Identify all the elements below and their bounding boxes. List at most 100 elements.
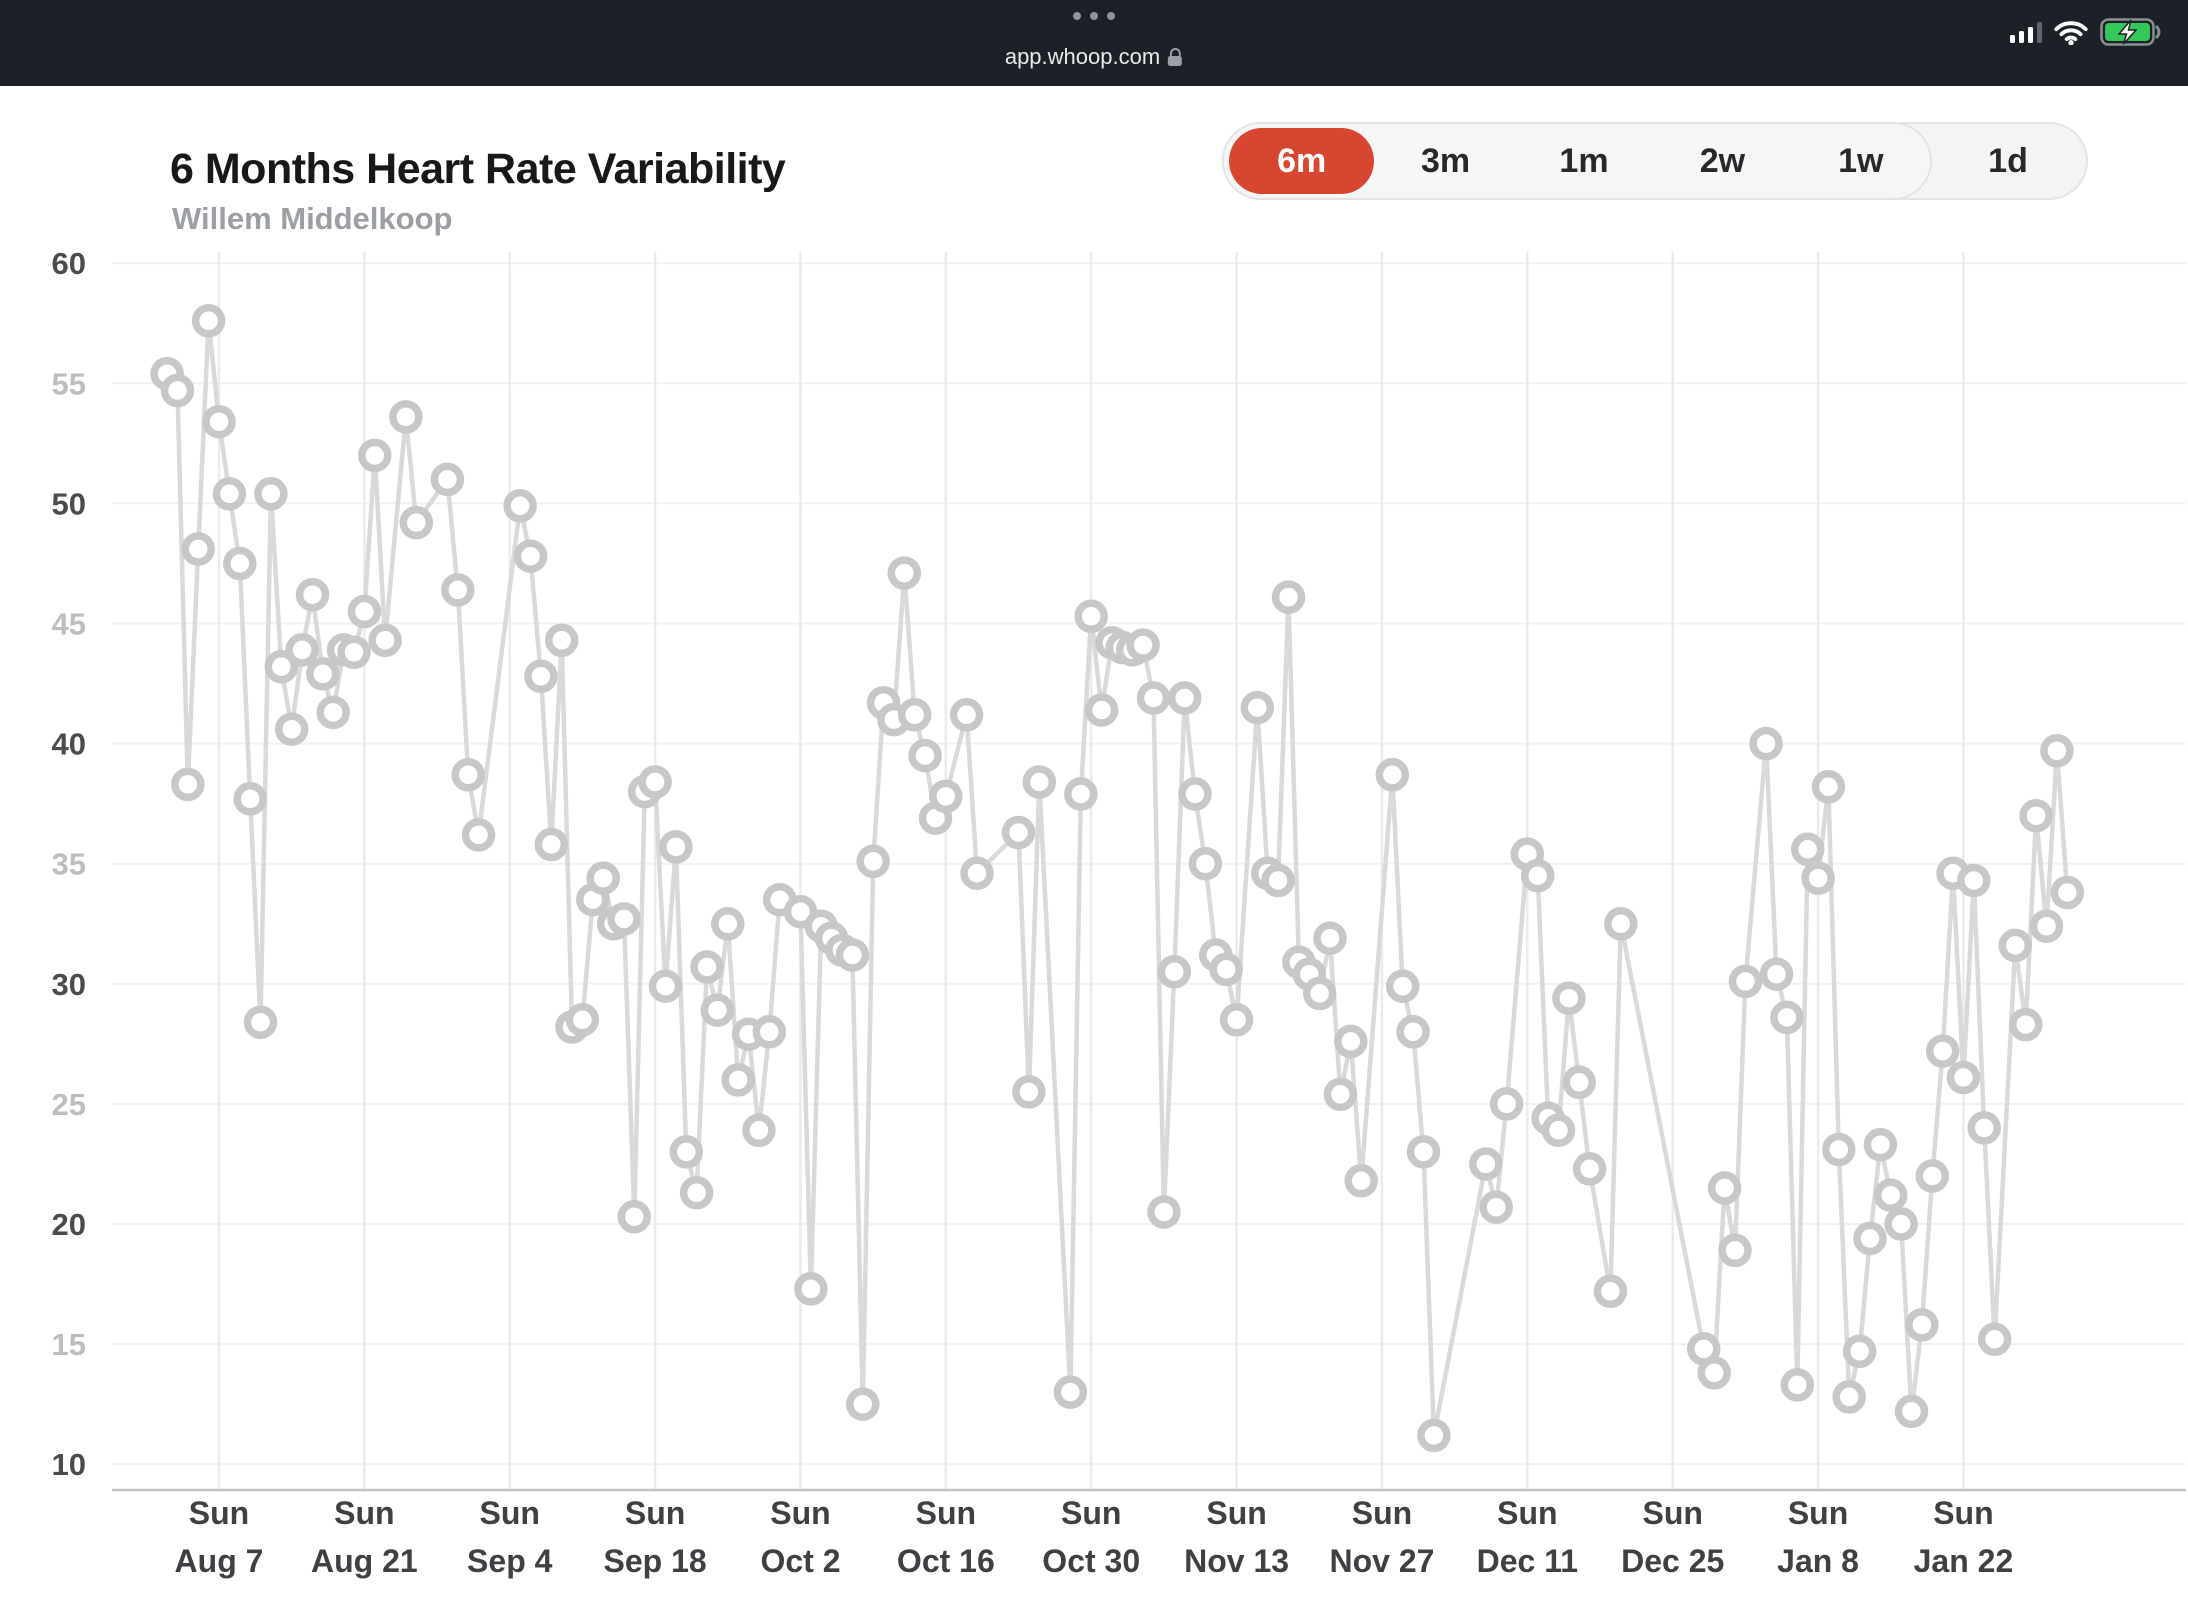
data-point[interactable]: [285, 633, 319, 667]
data-point[interactable]: [1334, 1024, 1368, 1059]
data-point[interactable]: [1489, 1087, 1524, 1121]
data-point[interactable]: [1323, 1077, 1358, 1112]
data-point[interactable]: [1728, 964, 1763, 999]
data-point[interactable]: [1188, 846, 1223, 881]
data-point[interactable]: [1811, 770, 1846, 804]
data-point[interactable]: [389, 400, 423, 434]
data-point[interactable]: [191, 304, 226, 338]
range-option-6m[interactable]: 6m: [1229, 128, 1375, 194]
data-point[interactable]: [1853, 1221, 1887, 1256]
range-option-3m[interactable]: 3m: [1420, 142, 1471, 180]
data-point[interactable]: [1977, 1322, 2012, 1357]
data-point[interactable]: [1905, 1308, 1939, 1342]
data-point[interactable]: [274, 712, 309, 746]
data-point[interactable]: [1064, 777, 1098, 811]
data-point[interactable]: [856, 844, 890, 879]
data-point[interactable]: [1084, 693, 1119, 727]
data-point[interactable]: [1396, 1015, 1430, 1049]
data-point[interactable]: [1136, 681, 1171, 715]
data-point[interactable]: [233, 782, 267, 816]
data-point[interactable]: [171, 767, 205, 802]
data-point[interactable]: [679, 1176, 714, 1210]
data-point[interactable]: [1884, 1207, 1918, 1241]
address-bar[interactable]: app.whoop.com: [1005, 44, 1183, 70]
data-point[interactable]: [1604, 907, 1638, 941]
data-point[interactable]: [254, 477, 288, 511]
data-point[interactable]: [897, 698, 932, 732]
data-point[interactable]: [1718, 1233, 1752, 1268]
data-point[interactable]: [617, 1200, 652, 1234]
data-point[interactable]: [1302, 976, 1337, 1011]
data-point[interactable]: [1313, 921, 1347, 955]
data-point[interactable]: [1925, 1034, 1960, 1068]
data-point[interactable]: [2019, 798, 2053, 833]
data-point[interactable]: [1406, 1135, 1441, 1169]
data-point[interactable]: [1957, 863, 1991, 898]
data-point[interactable]: [1417, 1418, 1451, 1453]
tab-overview-button[interactable]: [1073, 12, 1115, 20]
data-point[interactable]: [1863, 1127, 1898, 1162]
data-point[interactable]: [1790, 832, 1825, 867]
data-point[interactable]: [1593, 1274, 1628, 1309]
range-option-1m[interactable]: 1m: [1559, 142, 1609, 180]
data-point[interactable]: [1479, 1190, 1513, 1224]
data-point[interactable]: [700, 993, 735, 1027]
data-point[interactable]: [2050, 875, 2085, 910]
data-point[interactable]: [1001, 815, 1036, 850]
data-point[interactable]: [534, 827, 569, 862]
data-point[interactable]: [1375, 758, 1410, 792]
data-point[interactable]: [1271, 580, 1306, 614]
data-point[interactable]: [368, 623, 402, 658]
data-point[interactable]: [316, 695, 350, 730]
data-point[interactable]: [264, 649, 299, 684]
data-point[interactable]: [1552, 981, 1586, 1015]
data-point[interactable]: [742, 1113, 776, 1148]
data-point[interactable]: [160, 373, 195, 408]
data-point[interactable]: [223, 546, 257, 581]
data-point[interactable]: [638, 765, 672, 799]
data-point[interactable]: [399, 505, 434, 540]
data-point[interactable]: [1520, 858, 1555, 893]
data-point[interactable]: [835, 938, 870, 972]
data-point[interactable]: [202, 404, 236, 439]
data-point[interactable]: [1572, 1152, 1607, 1186]
data-point[interactable]: [1074, 599, 1108, 634]
data-point[interactable]: [1915, 1159, 1950, 1193]
data-point[interactable]: [1822, 1132, 1856, 1167]
data-point[interactable]: [659, 830, 693, 864]
data-point[interactable]: [586, 861, 620, 895]
data-point[interactable]: [1022, 765, 1057, 799]
data-point[interactable]: [461, 818, 496, 852]
data-point[interactable]: [503, 489, 537, 523]
data-point[interactable]: [1178, 777, 1212, 811]
data-point[interactable]: [1541, 1113, 1576, 1148]
range-option-1w[interactable]: 1w: [1838, 142, 1884, 180]
data-point[interactable]: [1167, 681, 1202, 715]
data-point[interactable]: [347, 594, 382, 629]
data-point[interactable]: [513, 539, 548, 573]
data-point[interactable]: [524, 659, 558, 694]
data-point[interactable]: [721, 1063, 755, 1097]
data-point[interactable]: [1344, 1164, 1378, 1198]
data-point[interactable]: [1469, 1147, 1503, 1181]
data-point[interactable]: [1967, 1111, 2001, 1145]
data-point[interactable]: [949, 698, 984, 732]
data-point[interactable]: [243, 1005, 278, 1039]
data-point[interactable]: [1759, 957, 1794, 991]
data-point[interactable]: [441, 573, 475, 607]
data-point[interactable]: [1998, 928, 2033, 963]
data-point[interactable]: [1842, 1334, 1877, 1369]
data-point[interactable]: [1053, 1375, 1088, 1409]
data-point[interactable]: [2040, 734, 2074, 768]
data-point[interactable]: [1157, 955, 1192, 989]
range-option-2w[interactable]: 2w: [1699, 142, 1746, 180]
data-point[interactable]: [1240, 690, 1275, 725]
data-point[interactable]: [1894, 1394, 1929, 1429]
data-point[interactable]: [690, 950, 724, 984]
data-point[interactable]: [1770, 1000, 1804, 1035]
data-point[interactable]: [1261, 863, 1295, 898]
data-point[interactable]: [1801, 861, 1835, 895]
data-point[interactable]: [887, 556, 922, 590]
data-point[interactable]: [908, 738, 942, 773]
data-point[interactable]: [846, 1387, 880, 1421]
